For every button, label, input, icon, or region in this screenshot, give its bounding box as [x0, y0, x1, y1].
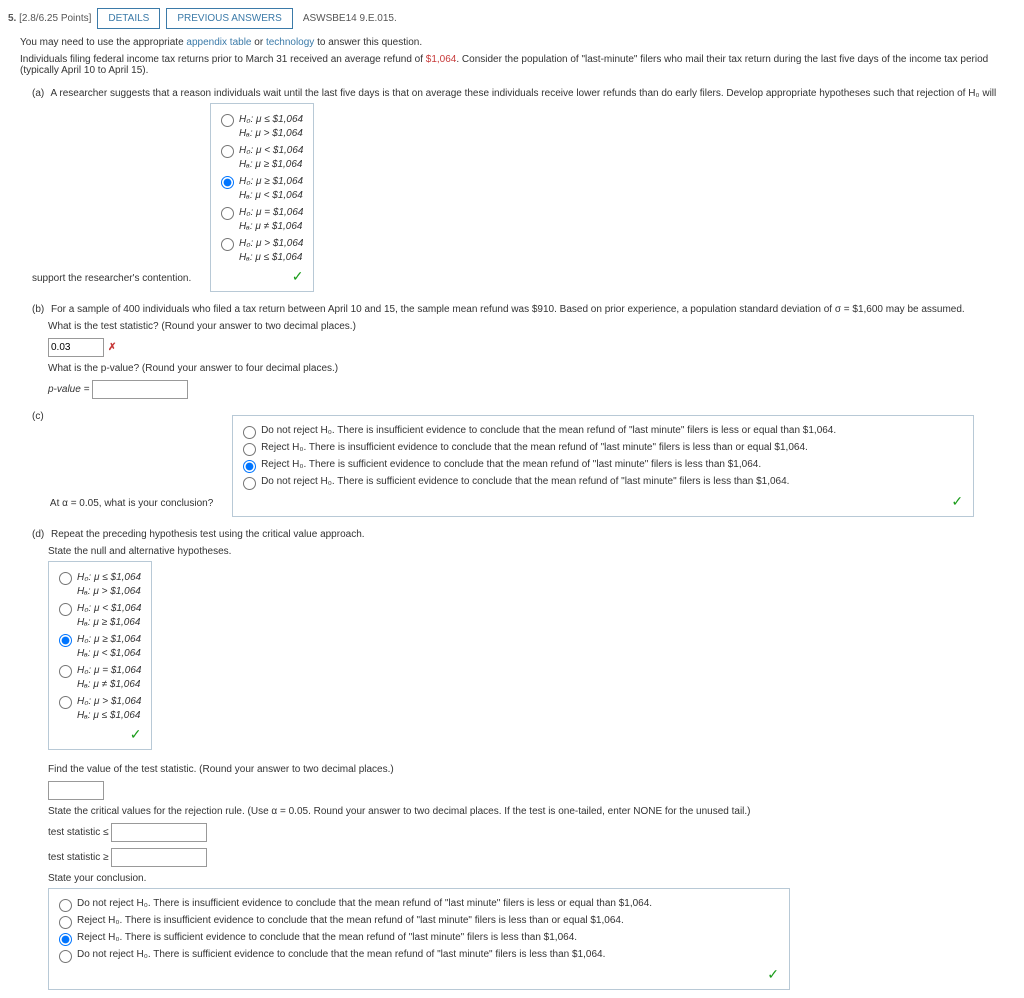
question-content: You may need to use the appropriate appe… — [20, 37, 1016, 990]
test-statistic-input[interactable] — [48, 338, 104, 357]
hyp-radio[interactable] — [59, 572, 72, 585]
part-c-label: (c) — [32, 411, 44, 422]
hyp-radio[interactable] — [59, 603, 72, 616]
concl-text: Reject H₀. There is sufficient evidence … — [261, 459, 761, 470]
points: [2.8/6.25 Points] — [19, 13, 91, 24]
part-b: (b) For a sample of 400 individuals who … — [32, 304, 1016, 399]
part-d-label: (d) — [32, 529, 44, 540]
check-icon: ✓ — [243, 493, 963, 510]
cv-lower-input[interactable] — [111, 823, 207, 842]
concl-text: Do not reject H₀. There is insufficient … — [77, 898, 652, 909]
part-a-label: (a) — [32, 88, 44, 99]
concl-radio[interactable] — [243, 477, 256, 490]
d-test-stat-input[interactable] — [48, 781, 104, 800]
details-button[interactable]: DETAILS — [97, 8, 160, 29]
part-a-options: H₀: μ ≤ $1,064Hₐ: μ > $1,064 H₀: μ < $1,0… — [210, 103, 314, 292]
hyp-text: H₀: μ ≥ $1,064Hₐ: μ < $1,064 — [239, 175, 303, 203]
part-d-concl-options: Do not reject H₀. There is insufficient … — [48, 888, 790, 990]
hyp-radio[interactable] — [221, 238, 234, 251]
b-q1: What is the test statistic? (Round your … — [48, 321, 1016, 332]
intro-line-1: You may need to use the appropriate appe… — [20, 37, 1016, 48]
check-icon: ✓ — [59, 726, 141, 743]
pvalue-label: p-value = — [48, 384, 89, 395]
part-a-text: A researcher suggests that a reason indi… — [32, 88, 996, 284]
part-c: (c) At α = 0.05, what is your conclusion… — [32, 411, 1016, 517]
part-b-text: For a sample of 400 individuals who file… — [51, 304, 965, 315]
concl-radio[interactable] — [243, 460, 256, 473]
cv-upper-input[interactable] — [111, 848, 207, 867]
hyp-text: H₀: μ ≥ $1,064Hₐ: μ < $1,064 — [77, 633, 141, 661]
hyp-text: H₀: μ > $1,064Hₐ: μ ≤ $1,064 — [239, 237, 303, 265]
hyp-radio[interactable] — [59, 665, 72, 678]
hyp-radio[interactable] — [221, 114, 234, 127]
part-c-text: At α = 0.05, what is your conclusion? — [50, 498, 213, 509]
d-q5: State your conclusion. — [48, 873, 1016, 884]
part-a: (a) A researcher suggests that a reason … — [32, 88, 1016, 292]
hyp-text: H₀: μ < $1,064Hₐ: μ ≥ $1,064 — [77, 602, 141, 630]
textbook-ref: ASWSBE14 9.E.015. — [303, 13, 397, 24]
question-number: 5. — [8, 13, 16, 24]
part-d: (d) Repeat the preceding hypothesis test… — [32, 529, 1016, 990]
concl-text: Reject H₀. There is insufficient evidenc… — [261, 442, 808, 453]
concl-text: Do not reject H₀. There is sufficient ev… — [77, 949, 605, 960]
technology-link[interactable]: technology — [266, 37, 314, 48]
hyp-text: H₀: μ = $1,064Hₐ: μ ≠ $1,064 — [77, 664, 141, 692]
d-line1: Repeat the preceding hypothesis test usi… — [51, 529, 365, 540]
hyp-text: H₀: μ ≤ $1,064Hₐ: μ > $1,064 — [77, 571, 141, 599]
hyp-radio[interactable] — [221, 176, 234, 189]
previous-answers-button[interactable]: PREVIOUS ANSWERS — [166, 8, 292, 29]
concl-text: Reject H₀. There is sufficient evidence … — [77, 932, 577, 943]
concl-text: Reject H₀. There is insufficient evidenc… — [77, 915, 624, 926]
hyp-radio[interactable] — [221, 145, 234, 158]
d-q3: Find the value of the test statistic. (R… — [48, 764, 1016, 775]
part-d-hyp-options: H₀: μ ≤ $1,064Hₐ: μ > $1,064 H₀: μ < $1,0… — [48, 561, 152, 750]
concl-radio[interactable] — [59, 916, 72, 929]
b-q2: What is the p-value? (Round your answer … — [48, 363, 1016, 374]
d-q4: State the critical values for the reject… — [48, 806, 1016, 817]
d-line2: State the null and alternative hypothese… — [48, 546, 1016, 557]
check-icon: ✓ — [221, 268, 303, 285]
hyp-radio[interactable] — [59, 696, 72, 709]
concl-radio[interactable] — [59, 950, 72, 963]
wrong-icon: ✗ — [108, 342, 116, 353]
concl-text: Do not reject H₀. There is insufficient … — [261, 425, 836, 436]
concl-radio[interactable] — [59, 933, 72, 946]
appendix-link[interactable]: appendix table — [186, 37, 251, 48]
concl-radio[interactable] — [243, 426, 256, 439]
hyp-text: H₀: μ < $1,064Hₐ: μ ≥ $1,064 — [239, 144, 303, 172]
part-b-label: (b) — [32, 304, 44, 315]
cv2-label: test statistic ≥ — [48, 852, 109, 863]
pvalue-input[interactable] — [92, 380, 188, 399]
cv1-label: test statistic ≤ — [48, 827, 109, 838]
intro-line-2: Individuals filing federal income tax re… — [20, 54, 1016, 76]
hyp-radio[interactable] — [59, 634, 72, 647]
concl-text: Do not reject H₀. There is sufficient ev… — [261, 476, 789, 487]
part-c-options: Do not reject H₀. There is insufficient … — [232, 415, 974, 517]
concl-radio[interactable] — [59, 899, 72, 912]
check-icon: ✓ — [59, 966, 779, 983]
hyp-text: H₀: μ > $1,064Hₐ: μ ≤ $1,064 — [77, 695, 141, 723]
concl-radio[interactable] — [243, 443, 256, 456]
hyp-text: H₀: μ ≤ $1,064Hₐ: μ > $1,064 — [239, 113, 303, 141]
question-header: 5. [2.8/6.25 Points] DETAILS PREVIOUS AN… — [8, 8, 1016, 29]
hyp-text: H₀: μ = $1,064Hₐ: μ ≠ $1,064 — [239, 206, 303, 234]
hyp-radio[interactable] — [221, 207, 234, 220]
